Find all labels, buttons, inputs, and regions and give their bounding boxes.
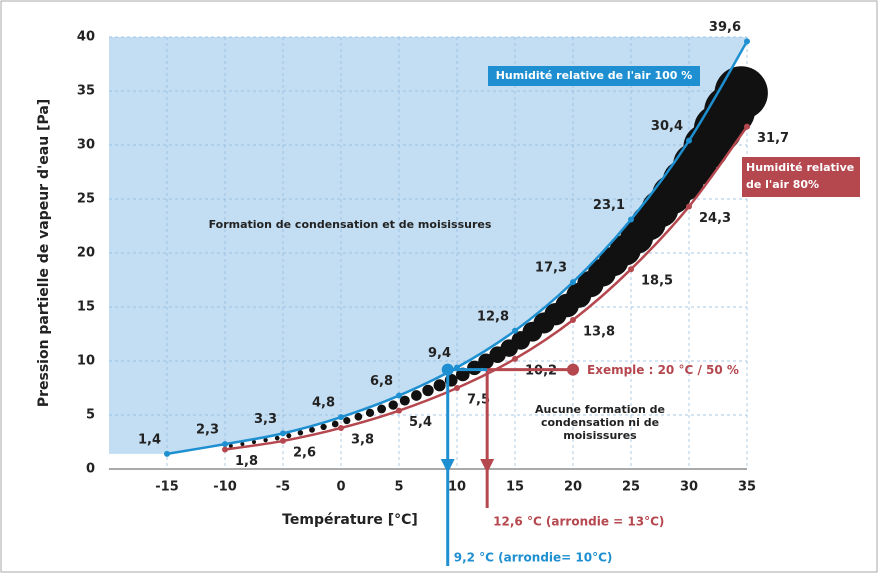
y-tick-label: 40	[77, 30, 95, 45]
data-point	[512, 328, 518, 334]
data-label: 1,8	[235, 454, 258, 469]
data-point	[280, 430, 286, 436]
y-tick-label: 0	[86, 462, 95, 477]
bubble	[355, 413, 363, 421]
y-tick-label: 25	[77, 192, 95, 207]
bubble	[332, 421, 339, 428]
data-label: 31,7	[757, 131, 789, 146]
y-tick-label: 30	[77, 138, 95, 153]
x-tick-label: 20	[564, 480, 582, 495]
example-point	[567, 364, 579, 376]
data-point	[628, 266, 634, 272]
bubble	[298, 430, 303, 435]
y-tick-label: 20	[77, 246, 95, 261]
annotation: Aucune formation de condensation ni de m…	[525, 403, 675, 442]
x-tick-label: 5	[394, 480, 403, 495]
bubble	[343, 417, 350, 424]
legend-entry: Humidité relative de l'air 80%	[742, 157, 860, 197]
data-point	[396, 408, 402, 414]
data-point	[280, 438, 286, 444]
data-point	[628, 217, 634, 223]
data-label: 3,8	[351, 432, 374, 447]
bubble	[422, 385, 433, 396]
dew-label: 12,6 °C (arrondie = 13°C)	[493, 515, 664, 529]
data-point	[744, 38, 750, 44]
data-label: 17,3	[535, 261, 567, 276]
data-label: 18,5	[641, 274, 673, 289]
data-label: 5,4	[409, 415, 432, 430]
x-tick-label: 30	[680, 480, 698, 495]
annotation: Formation de condensation et de moisissu…	[190, 218, 510, 231]
x-axis-label: Température [°C]	[282, 512, 418, 528]
x-tick-label: -5	[276, 480, 290, 495]
page: 0 5 10 15 20 25 30 35 40 -15 -10 -5 0 5 10 15 20 25 30 35 1,…	[0, 0, 878, 573]
bubble	[286, 433, 291, 438]
y-tick-label: 35	[77, 84, 95, 99]
example-label: Exemple : 20 °C / 50 %	[587, 363, 739, 377]
bubble	[434, 379, 446, 391]
y-tick-label: 5	[86, 408, 95, 423]
data-point	[454, 385, 460, 391]
bubble	[320, 424, 326, 430]
x-tick-label: 25	[622, 480, 640, 495]
data-label: 1,4	[138, 432, 161, 447]
y-tick-label: 15	[77, 300, 95, 315]
data-label: 6,8	[370, 374, 393, 389]
data-label: 2,3	[196, 423, 219, 438]
data-label: 24,3	[699, 211, 731, 226]
data-point	[686, 204, 692, 210]
data-point	[570, 279, 576, 285]
data-label: 23,1	[593, 198, 625, 213]
x-tick-label: 35	[738, 480, 756, 495]
bubble	[715, 66, 768, 119]
bubble	[275, 436, 280, 441]
data-label: 9,4	[428, 346, 451, 361]
bubble	[388, 400, 397, 409]
data-point	[338, 414, 344, 420]
blue-label: 9,2 °C (arrondie= 10°C)	[454, 551, 613, 565]
x-tick-label: -10	[213, 480, 237, 495]
x-tick-label: 0	[336, 480, 345, 495]
data-label: 12,8	[477, 309, 509, 324]
data-point	[338, 425, 344, 431]
data-label: 13,8	[583, 324, 615, 339]
data-point	[164, 451, 170, 457]
x-tick-label: 15	[506, 480, 524, 495]
data-label: 3,3	[254, 412, 277, 427]
data-label: 4,8	[312, 396, 335, 411]
data-point	[512, 356, 518, 362]
y-tick-label: 10	[77, 354, 95, 369]
bubble	[411, 390, 422, 401]
data-point	[222, 441, 228, 447]
data-point	[744, 124, 750, 130]
data-label: 30,4	[651, 119, 683, 134]
data-label: 2,6	[293, 445, 316, 460]
chart: 0 5 10 15 20 25 30 35 40 -15 -10 -5 0 5 10 15 20 25 30 35 1,…	[0, 0, 878, 573]
data-point	[396, 393, 402, 399]
x-tick-label: -15	[155, 480, 179, 495]
data-point	[570, 317, 576, 323]
data-point	[222, 447, 228, 453]
data-label: 39,6	[709, 20, 741, 35]
x-tick-label: 10	[448, 480, 466, 495]
y-axis-label: Pression partielle de vapeur d'eau [Pa]	[36, 99, 52, 407]
bubble	[377, 405, 386, 414]
data-point	[686, 138, 692, 144]
legend-entry: Humidité relative de l'air 100 %	[488, 66, 700, 86]
bubble	[366, 409, 374, 417]
